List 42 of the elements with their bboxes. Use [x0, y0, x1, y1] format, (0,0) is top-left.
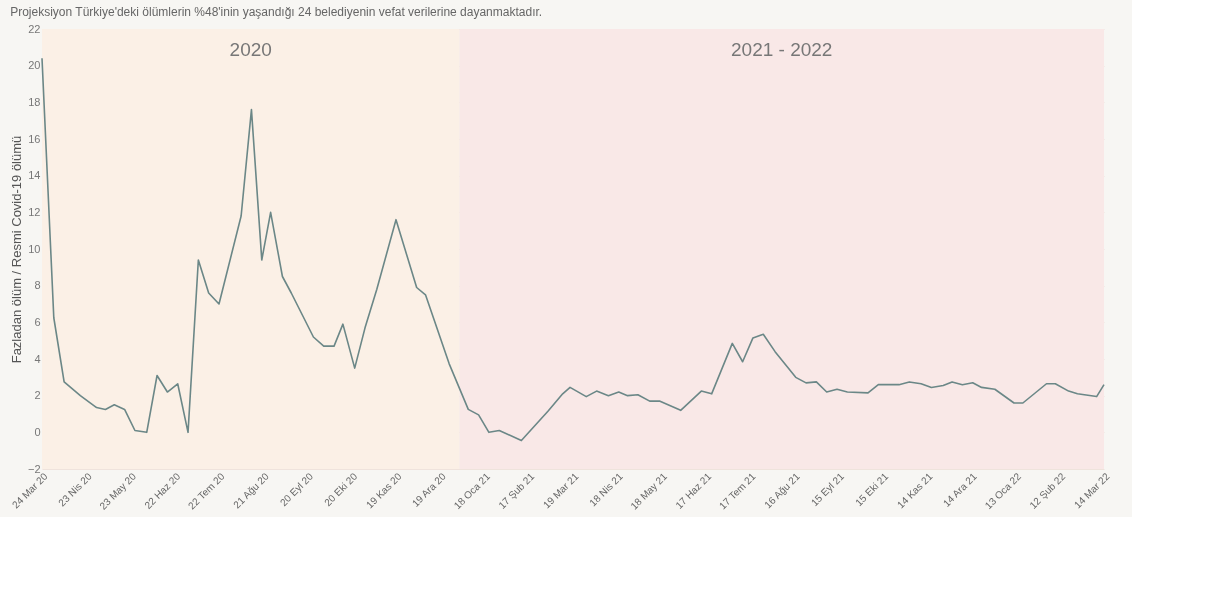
- x-tick-label: 21 Ağu 20: [231, 470, 272, 511]
- y-tick-label: 10: [28, 242, 41, 255]
- x-tick-label: 22 Tem 20: [185, 470, 227, 512]
- x-tick-label: 19 Mar 21: [540, 470, 581, 511]
- x-tick-label: 14 Mar 22: [1071, 470, 1112, 511]
- y-axis-title: Fazladan ölüm / Resmi Covid-19 ölümü: [8, 135, 24, 364]
- y-tick-label: 14: [28, 169, 41, 182]
- x-tick-label: 18 Nis 21: [587, 470, 626, 509]
- x-tick-label: 14 Kas 21: [894, 470, 935, 511]
- x-tick-label: 20 Eyl 20: [277, 470, 316, 509]
- band-label: 2021 - 2022: [731, 39, 833, 60]
- x-tick-label: 18 May 21: [628, 470, 670, 512]
- x-tick-label: 22 Haz 20: [142, 470, 183, 511]
- x-tick-label: 18 Oca 21: [451, 470, 493, 512]
- x-tick-label: 17 Haz 21: [673, 470, 714, 511]
- y-tick-label: 12: [28, 205, 41, 218]
- y-tick-label: 18: [28, 95, 41, 108]
- y-tick-label: 22: [28, 22, 41, 35]
- band-label: 2020: [229, 39, 272, 60]
- y-tick-label: 20: [28, 59, 41, 72]
- x-tick-label: 17 Tem 21: [716, 470, 758, 512]
- y-tick-label: 6: [34, 315, 41, 328]
- y-tick-label: 2: [34, 389, 41, 402]
- x-tick-label: 17 Şub 21: [496, 470, 537, 511]
- chart-title: Projeksiyon Türkiye'deki ölümlerin %48'inin yaşandığı 24 belediyenin vefat verilerine dayanmaktadır.: [10, 5, 543, 19]
- y-tick-label: 16: [28, 132, 41, 145]
- x-tick-label: 19 Kas 20: [363, 470, 404, 511]
- x-tick-label: 15 Eki 21: [853, 470, 891, 509]
- x-tick-label: 20 Eki 20: [322, 470, 360, 509]
- x-tick-label: 16 Ağu 21: [762, 470, 803, 511]
- y-tick-label: 4: [34, 352, 41, 365]
- x-tick-label: 13 Oca 22: [982, 470, 1024, 512]
- x-tick-label: 19 Ara 20: [409, 470, 449, 509]
- line-series: [41, 57, 1105, 442]
- x-tick-label: 23 Nis 20: [56, 470, 95, 509]
- x-tick-label: 14 Ara 21: [940, 470, 980, 509]
- x-tick-label: 15 Eyl 21: [808, 470, 847, 509]
- y-tick-label: 8: [34, 279, 41, 292]
- x-tick-label: 12 Şub 22: [1027, 470, 1068, 511]
- y-tick-label: −2: [27, 462, 41, 475]
- y-tick-label: 0: [34, 425, 41, 438]
- x-tick-label: 23 May 20: [97, 470, 139, 512]
